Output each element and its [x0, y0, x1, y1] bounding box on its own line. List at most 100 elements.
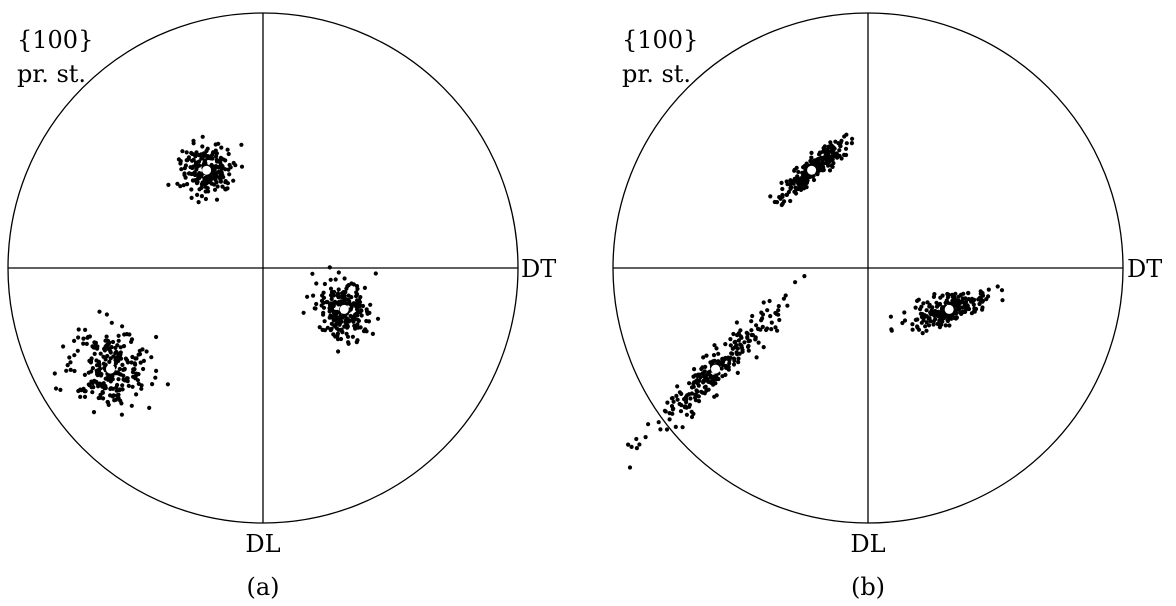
scatter-point: [675, 397, 680, 402]
scatter-point: [350, 334, 355, 339]
scatter-point: [902, 310, 907, 315]
scatter-point: [833, 139, 838, 144]
scatter-point: [342, 298, 347, 303]
scatter-point: [889, 327, 894, 332]
scatter-point: [58, 387, 63, 392]
scatter-point: [118, 345, 123, 350]
scatter-point: [712, 394, 717, 399]
scatter-point: [950, 298, 956, 303]
scatter-point: [952, 295, 957, 300]
scatter-point: [961, 300, 966, 305]
scatter-point: [110, 339, 116, 345]
scatter-point: [182, 166, 187, 171]
scatter-point: [759, 318, 764, 323]
scatter-point: [108, 393, 113, 398]
scatter-point: [126, 383, 131, 388]
scatter-point: [772, 199, 777, 205]
scatter-point: [702, 391, 707, 396]
scatter-point: [921, 318, 926, 323]
scatter-point: [835, 155, 840, 160]
scatter-point: [125, 360, 130, 365]
scatter-point: [995, 284, 1000, 289]
scatter-point: [999, 288, 1005, 293]
scatter-point: [888, 314, 894, 319]
scatter-point: [329, 321, 334, 326]
scatter-point: [225, 147, 230, 152]
scatter-point: [924, 320, 929, 325]
scatter-point: [331, 332, 336, 337]
scatter-point: [825, 156, 831, 161]
scatter-point: [734, 320, 740, 325]
scatter-point: [116, 377, 121, 382]
ideal-pole-marker: [202, 165, 212, 175]
scatter-point: [91, 385, 96, 390]
scatter-point: [684, 412, 690, 417]
scatter-point: [220, 172, 225, 178]
scatter-point: [843, 146, 849, 151]
scatter-point: [980, 293, 986, 298]
scatter-point: [761, 345, 766, 350]
scatter-point: [701, 355, 706, 360]
scatter-point: [920, 312, 925, 317]
scatter-point: [900, 320, 905, 326]
scatter-point: [97, 309, 102, 314]
scatter-point: [345, 316, 350, 321]
scatter-point: [106, 374, 111, 379]
scatter-point: [90, 380, 95, 386]
scatter-point: [747, 338, 753, 343]
scatter-point: [187, 171, 192, 176]
scatter-point: [335, 291, 341, 296]
scatter-point: [744, 330, 749, 335]
scatter-point: [826, 144, 831, 149]
scatter-point: [817, 156, 822, 162]
scatter-point: [935, 313, 940, 318]
scatter-point: [325, 325, 330, 330]
scatter-point: [646, 422, 651, 427]
scatter-point: [792, 189, 797, 194]
scatter-point: [656, 420, 661, 425]
projection-type-label: pr. st.: [17, 60, 86, 88]
scatter-point: [93, 341, 98, 346]
scatter-point: [195, 192, 200, 197]
scatter-point: [81, 341, 86, 346]
scatter-point: [677, 401, 682, 407]
scatter-point: [130, 354, 135, 360]
scatter-point: [800, 186, 805, 191]
scatter-point: [190, 158, 195, 163]
scatter-point: [704, 353, 709, 358]
scatter-point: [670, 407, 676, 412]
scatter-point: [219, 145, 224, 150]
scatter-point: [956, 294, 961, 299]
scatter-point: [817, 150, 823, 155]
scatter-point: [728, 337, 733, 342]
scatter-point: [913, 305, 918, 310]
axis-label-dl: DL: [245, 530, 280, 558]
scatter-point: [104, 343, 109, 348]
scatter-point: [226, 151, 231, 157]
scatter-point: [136, 381, 141, 386]
scatter-point: [200, 134, 205, 139]
scatter-point: [358, 303, 363, 308]
scatter-point: [109, 345, 114, 350]
scatter-point: [842, 134, 847, 139]
plane-family-label: {100}: [17, 26, 93, 54]
scatter-point: [670, 411, 675, 416]
scatter-point: [338, 299, 343, 304]
scatter-point: [723, 372, 728, 377]
scatter-point: [321, 312, 326, 317]
scatter-point: [963, 309, 968, 314]
scatter-point: [212, 174, 217, 179]
scatter-point: [670, 396, 675, 401]
scatter-point: [816, 160, 821, 165]
scatter-point: [72, 368, 77, 374]
scatter-point: [691, 384, 696, 389]
scatter-point: [716, 359, 721, 364]
scatter-point: [355, 292, 360, 297]
scatter-point: [940, 293, 945, 298]
scatter-point: [965, 303, 970, 309]
scatter-point: [90, 366, 95, 371]
scatter-point: [683, 397, 688, 402]
scatter-point: [677, 390, 683, 395]
scatter-point: [331, 318, 336, 323]
scatter-point: [196, 159, 202, 164]
